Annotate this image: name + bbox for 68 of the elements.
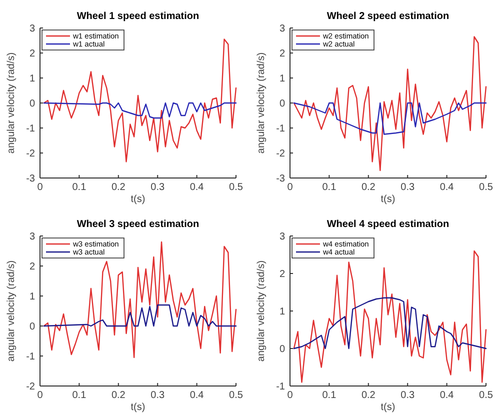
x-tick-label: 0.2 bbox=[361, 182, 376, 193]
y-tick-label: -1 bbox=[26, 352, 36, 362]
y-tick-label: 3 bbox=[29, 232, 36, 242]
x-tick-label: 0.1 bbox=[322, 390, 337, 401]
y-tick-label: 2 bbox=[29, 262, 36, 272]
y-axis-title: angular velocity (rad/s) bbox=[256, 260, 267, 362]
x-tick-label: 0.2 bbox=[111, 182, 126, 193]
y-tick-label: 1 bbox=[29, 292, 36, 302]
line-series bbox=[43, 38, 237, 162]
x-tick-label: 0.3 bbox=[150, 182, 165, 193]
y-tick-label: 2 bbox=[29, 48, 36, 60]
y-tick-label: 3 bbox=[29, 24, 36, 34]
y-tick-label: -3 bbox=[276, 174, 286, 184]
y-tick-label: -1 bbox=[276, 124, 286, 134]
y-tick-label: 3 bbox=[279, 232, 286, 242]
x-tick-label: 0.1 bbox=[322, 182, 337, 193]
x-tick-label: 0.4 bbox=[440, 390, 454, 401]
x-tick-label: 0 bbox=[37, 182, 44, 193]
y-tick-label: -1 bbox=[26, 124, 36, 134]
x-axis-title: t(s) bbox=[380, 194, 396, 205]
x-tick-label: 0.4 bbox=[190, 182, 204, 193]
x-axis-title: t(s) bbox=[130, 402, 146, 413]
x-axis-title: t(s) bbox=[380, 402, 396, 413]
x-tick-label: 0 bbox=[287, 182, 294, 193]
x-axis-title: t(s) bbox=[130, 194, 146, 205]
line-series bbox=[293, 102, 487, 135]
line-series bbox=[43, 304, 237, 327]
x-tick-label: 0.1 bbox=[72, 390, 87, 401]
y-tick-label: 1 bbox=[29, 74, 36, 84]
y-tick-label: 0 bbox=[29, 322, 36, 332]
line-series bbox=[43, 241, 237, 358]
y-tick-label: -3 bbox=[26, 174, 36, 184]
chart-title: Wheel 1 speed estimation bbox=[76, 11, 200, 22]
x-tick-label: 0.3 bbox=[400, 390, 415, 401]
x-tick-label: 0.1 bbox=[72, 182, 87, 193]
y-axis-title: angular velocity (rad/s) bbox=[6, 260, 17, 362]
x-tick-label: 0.5 bbox=[229, 182, 244, 193]
x-tick-label: 0.2 bbox=[111, 390, 126, 401]
y-tick-label: 0 bbox=[29, 98, 36, 110]
x-tick-label: 0.2 bbox=[361, 390, 376, 401]
y-tick-label: 1 bbox=[279, 306, 286, 318]
y-tick-label: -2 bbox=[276, 148, 286, 160]
line-series bbox=[293, 250, 487, 383]
line-series bbox=[43, 102, 237, 119]
y-tick-label: 1 bbox=[279, 74, 286, 84]
x-tick-label: 0.5 bbox=[479, 390, 494, 401]
y-tick-label: -2 bbox=[26, 148, 36, 160]
x-tick-label: 0.3 bbox=[400, 182, 415, 193]
y-tick-label: 2 bbox=[279, 48, 286, 60]
y-tick-label: -1 bbox=[276, 382, 286, 392]
x-tick-label: 0 bbox=[37, 390, 44, 401]
y-axis-title: angular velocity (rad/s) bbox=[256, 52, 267, 154]
chart-title: Wheel 3 speed estimation bbox=[76, 219, 200, 230]
x-tick-label: 0 bbox=[287, 390, 294, 401]
chart-title: Wheel 4 speed estimation bbox=[326, 219, 450, 230]
x-tick-label: 0.4 bbox=[440, 182, 454, 193]
x-tick-label: 0.5 bbox=[229, 390, 244, 401]
x-tick-label: 0.3 bbox=[150, 390, 165, 401]
line-series bbox=[293, 297, 487, 350]
y-tick-label: 2 bbox=[279, 269, 286, 280]
y-tick-label: 0 bbox=[279, 98, 286, 110]
y-tick-label: 0 bbox=[279, 344, 286, 355]
x-tick-label: 0.5 bbox=[479, 182, 494, 193]
chart-title: Wheel 2 speed estimation bbox=[326, 11, 450, 22]
x-tick-label: 0.4 bbox=[190, 390, 204, 401]
y-tick-label: -2 bbox=[26, 382, 36, 392]
y-axis-title: angular velocity (rad/s) bbox=[6, 52, 17, 154]
y-tick-label: 3 bbox=[279, 24, 286, 34]
